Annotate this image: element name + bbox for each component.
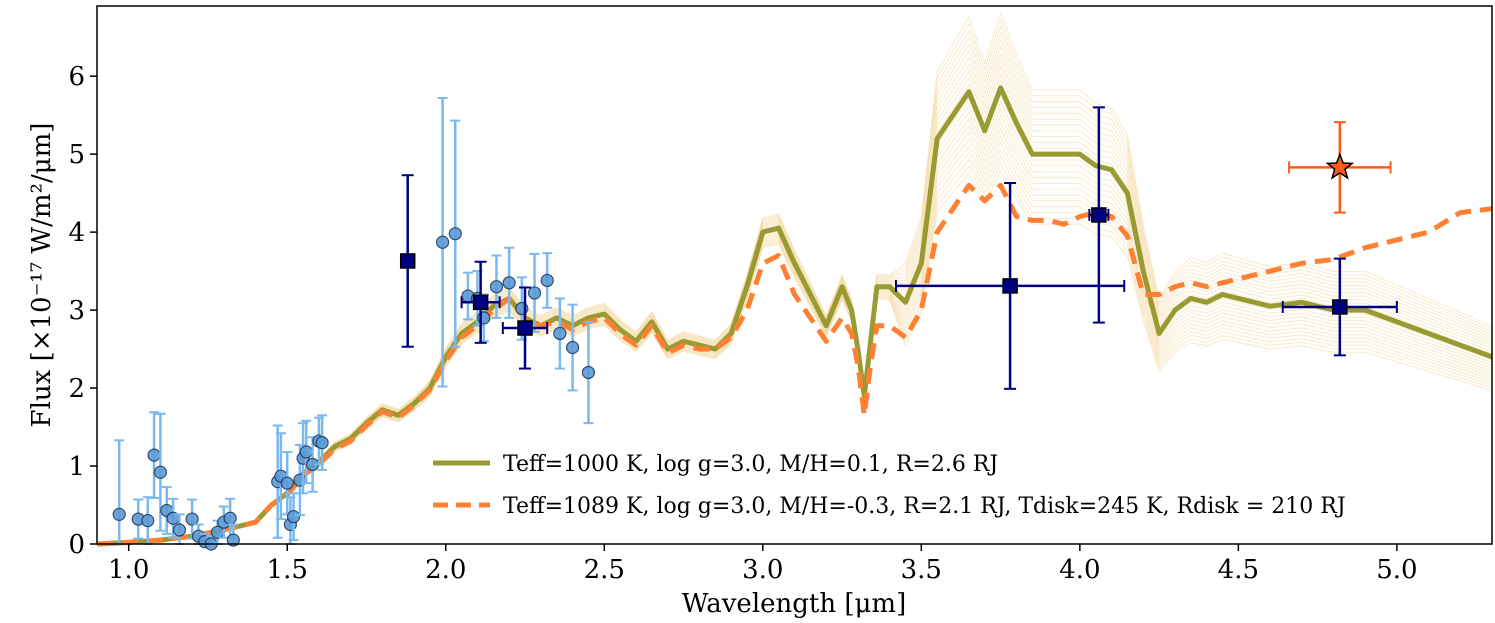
plot-frame <box>96 5 1493 545</box>
spectrum-point <box>141 514 155 528</box>
x-tick-label: 4.5 <box>1218 555 1259 585</box>
spectrum-point <box>315 436 329 450</box>
spectrum-point <box>581 365 596 380</box>
model-sample-line <box>96 161 1493 545</box>
y-tick-label: 0 <box>68 530 85 560</box>
spectrum-point <box>153 465 168 479</box>
x-axis-ticks: 1.0 1.5 2.0 2.5 3.0 3.5 4.0 4.5 5.0 <box>108 544 1418 585</box>
y-tick-label: 6 <box>68 62 85 92</box>
model-sample-line <box>96 11 1493 545</box>
star-marker <box>1325 152 1355 180</box>
y-tick-label: 2 <box>68 374 85 404</box>
y-tick-label: 4 <box>68 218 85 248</box>
series-line-2 <box>96 182 1493 547</box>
photometry-point <box>472 294 489 311</box>
spectrum-point <box>502 276 516 290</box>
spectrum-point <box>565 340 580 355</box>
model-series <box>96 85 1493 547</box>
x-tick-label: 3.0 <box>742 555 783 585</box>
spectrum-point <box>448 227 462 241</box>
x-tick-label: 5.0 <box>1376 555 1417 585</box>
spectrum-point <box>286 510 301 524</box>
spectrum-point <box>299 445 313 459</box>
legend-label-model1: Teff=1000 K, log g=3.0, M/H=0.1, R=2.6 R… <box>503 452 998 477</box>
photometry-point <box>1002 278 1018 294</box>
y-tick-label: 1 <box>68 452 85 482</box>
y-tick-label: 5 <box>68 140 85 170</box>
photometry-point <box>517 320 533 336</box>
legend-label-model2: Teff=1089 K, log g=3.0, M/H=-0.3, R=2.1 … <box>503 494 1346 519</box>
spectrum-point <box>527 286 542 300</box>
x-tick-label: 2.0 <box>425 555 466 585</box>
spectrum-point <box>185 512 199 526</box>
photometry-point <box>1091 207 1107 223</box>
x-tick-label: 1.0 <box>108 555 149 585</box>
photometry-points <box>399 106 1398 390</box>
model-sample-line <box>96 168 1493 545</box>
spectrum-points <box>112 97 596 551</box>
spectrum-point <box>435 235 450 249</box>
spectrum-point <box>172 523 187 537</box>
spectrum-point <box>280 476 294 490</box>
model-sample-line <box>96 148 1493 545</box>
star-point <box>1288 121 1392 214</box>
photometry-point <box>1332 299 1348 315</box>
spectrum-point <box>489 280 504 294</box>
photometry-point <box>399 253 416 269</box>
x-tick-label: 1.5 <box>267 555 308 585</box>
spectrum-point <box>147 448 161 462</box>
spectrum-point <box>553 326 567 341</box>
legend: Teff=1000 K, log g=3.0, M/H=0.1, R=2.6 R… <box>433 452 1346 519</box>
spectrum-point <box>540 273 554 288</box>
y-tick-label: 3 <box>68 296 85 326</box>
x-tick-label: 2.5 <box>584 555 625 585</box>
spectrum-point <box>226 533 240 547</box>
spectrum-point <box>223 511 237 525</box>
y-axis-label: Flux [×10⁻¹⁷ W/m²/μm] <box>27 123 57 428</box>
x-axis-label: Wavelength [μm] <box>682 589 906 619</box>
y-axis-ticks: 0 1 2 3 4 5 6 <box>68 62 97 560</box>
x-tick-label: 3.5 <box>901 555 942 585</box>
x-tick-label: 4.0 <box>1059 555 1100 585</box>
spectrum-point <box>112 507 126 521</box>
model-sample-line <box>96 155 1493 545</box>
